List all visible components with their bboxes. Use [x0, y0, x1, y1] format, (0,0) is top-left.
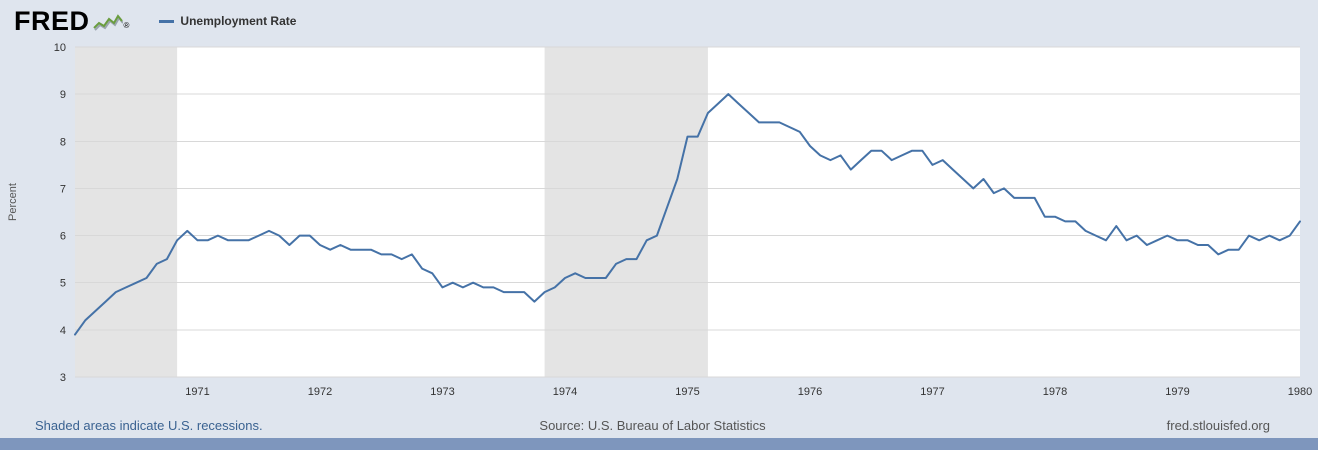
- y-tick-label: 6: [60, 231, 66, 243]
- x-tick-label: 1972: [308, 386, 332, 398]
- chart-footer: Shaded areas indicate U.S. recessions. S…: [0, 412, 1318, 438]
- legend-item-unemployment-rate[interactable]: Unemployment Rate: [159, 14, 296, 28]
- registered-mark: ®: [123, 21, 130, 30]
- y-axis-title: Percent: [7, 183, 19, 221]
- x-tick-label: 1979: [1165, 386, 1189, 398]
- y-tick-label: 5: [60, 278, 66, 290]
- fred-sparkline-icon: [92, 14, 123, 31]
- bottom-blue-bar: [0, 438, 1318, 450]
- legend-label: Unemployment Rate: [180, 14, 297, 28]
- unemployment-rate-line[interactable]: [74, 93, 1301, 336]
- source-text: Source: U.S. Bureau of Labor Statistics: [539, 417, 766, 433]
- legend-line-swatch: [159, 19, 175, 23]
- recession-band: [75, 47, 178, 377]
- recession-bands: [75, 47, 708, 377]
- x-tick-label: 1971: [185, 386, 209, 398]
- chart-header: FRED ® Unemployment Rate: [0, 0, 1318, 42]
- fred-logo[interactable]: FRED ®: [14, 5, 129, 37]
- x-axis-labels: 1971 1972 1973 1974 1975 1976 1977 1978 1979 1980: [185, 386, 1312, 398]
- x-tick-label: 1977: [920, 386, 944, 398]
- series-line-group[interactable]: [74, 93, 1301, 336]
- x-tick-label: 1974: [553, 386, 577, 398]
- recession-note-link[interactable]: Shaded areas indicate U.S. recessions.: [35, 417, 263, 433]
- y-tick-label: 8: [60, 136, 66, 148]
- x-tick-label: 1975: [675, 386, 699, 398]
- y-tick-label: 9: [60, 89, 66, 101]
- y-axis-labels: 3 4 5 6 7 8 9 10: [54, 42, 66, 384]
- x-tick-label: 1976: [798, 386, 822, 398]
- y-tick-label: 7: [60, 183, 66, 195]
- x-tick-label: 1980: [1288, 386, 1312, 398]
- x-tick-label: 1978: [1043, 386, 1067, 398]
- fred-logo-text: FRED: [14, 6, 90, 36]
- recession-band: [544, 47, 708, 377]
- y-tick-label: 3: [60, 372, 66, 384]
- x-tick-label: 1973: [430, 386, 454, 398]
- y-tick-label: 10: [54, 42, 66, 54]
- y-tick-label: 4: [60, 325, 66, 337]
- fred-site-link[interactable]: fred.stlouisfed.org: [1166, 417, 1270, 433]
